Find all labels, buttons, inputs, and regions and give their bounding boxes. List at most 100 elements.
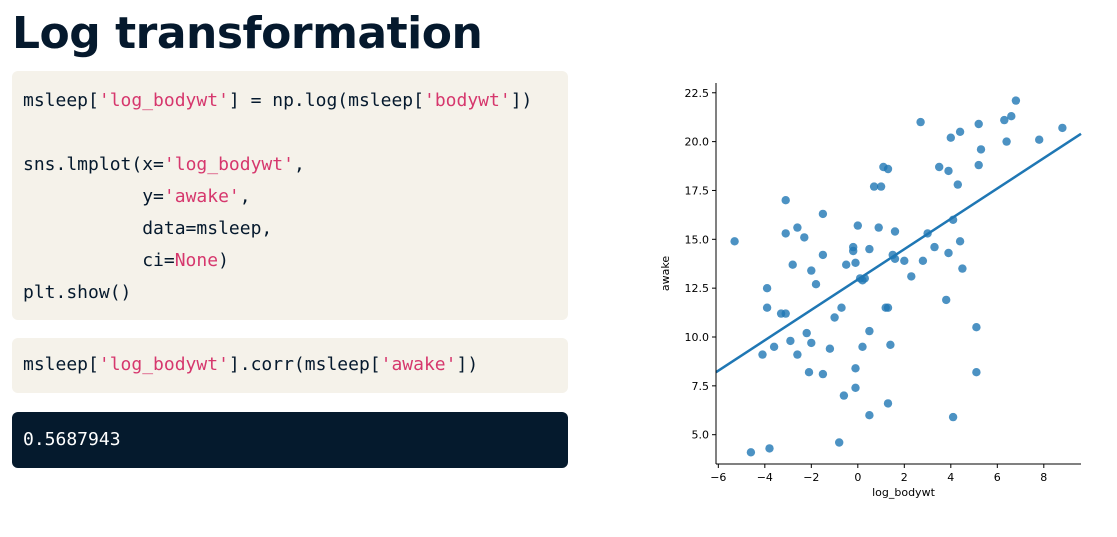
x-tick-label: −2 — [803, 471, 819, 484]
scatter-point — [769, 342, 779, 351]
scatter-point — [883, 399, 893, 408]
scatter-point — [786, 336, 795, 346]
code-line-log-transform: msleep['log_bodywt'] = np.log(msleep['bo… — [23, 89, 532, 113]
code-text: msleep[ — [23, 354, 99, 375]
code-text: sns.lmplot(x= — [23, 154, 164, 175]
x-tick-label: −6 — [710, 471, 726, 484]
code-string: 'log_bodywt' — [98, 90, 229, 111]
x-tick-label: 4 — [947, 471, 954, 484]
y-tick-label: 22.5 — [685, 87, 710, 100]
scatter-point — [953, 180, 962, 189]
scatter-point — [807, 338, 816, 348]
scatter-point — [793, 350, 802, 359]
code-line-y-arg: y='awake', — [23, 185, 250, 209]
code-block-corr: msleep['log_bodywt'].corr(msleep['awake'… — [12, 338, 568, 393]
output-block: 0.5687943 — [12, 412, 568, 468]
x-tick-label: −4 — [757, 471, 773, 484]
code-text: , — [293, 154, 305, 175]
scatter-point — [974, 160, 983, 170]
scatter-point — [765, 444, 774, 453]
code-string: 'log_bodywt' — [98, 354, 229, 375]
code-string: 'log_bodywt' — [163, 154, 294, 175]
scatter-point — [793, 223, 802, 232]
scatter-point — [851, 258, 860, 267]
scatter-point — [1035, 135, 1044, 144]
scatter-point — [930, 242, 939, 252]
scatter-point — [804, 368, 814, 377]
scatter-points — [730, 96, 1067, 457]
scatter-point — [842, 260, 851, 269]
scatter-point — [883, 164, 893, 174]
code-text: ]) — [456, 354, 479, 375]
scatter-point — [976, 145, 986, 154]
code-text: data=msleep, — [23, 218, 273, 239]
scatter-point — [865, 326, 874, 336]
scatter-point — [818, 369, 828, 379]
scatter-point — [818, 250, 828, 260]
scatter-point — [853, 221, 862, 230]
scatter-point — [1007, 112, 1016, 121]
scatter-point — [818, 209, 828, 219]
scatter-point — [825, 344, 835, 353]
scatter-point — [972, 368, 981, 377]
code-line-corr: msleep['log_bodywt'].corr(msleep['awake'… — [23, 353, 478, 377]
scatter-point — [807, 266, 816, 275]
scatter-point — [858, 342, 867, 351]
code-line-show: plt.show() — [23, 281, 131, 305]
scatter-point — [948, 412, 958, 422]
scatter-chart: −6 −4 −2 0 2 4 6 8 5.0 7.5 10.0 12.5 15.0 17.5 20.0 22… — [659, 83, 1082, 499]
scatter-point — [1000, 115, 1009, 125]
y-axis-label: awake — [659, 256, 672, 291]
y-tick-label: 20.0 — [685, 136, 710, 149]
scatter-point — [972, 323, 981, 332]
x-ticks: −6 −4 −2 0 2 4 6 8 — [710, 464, 1047, 484]
code-text: ] = np.log(msleep[ — [228, 90, 424, 111]
code-string: 'bodywt' — [423, 90, 511, 111]
code-text: ]) — [510, 90, 533, 111]
code-line-ci-arg: ci=None) — [23, 249, 229, 273]
scatter-point — [811, 280, 821, 289]
scatter-point — [1058, 123, 1067, 133]
scatter-point — [974, 119, 983, 129]
scatter-point — [942, 295, 951, 305]
scatter-point — [835, 438, 844, 447]
scatter-point — [916, 117, 925, 127]
scatter-point — [788, 260, 797, 269]
scatter-point — [851, 364, 860, 373]
y-tick-label: 7.5 — [692, 380, 710, 393]
scatter-point — [762, 284, 772, 293]
scatter-point — [849, 246, 858, 256]
scatter-point — [869, 182, 879, 191]
regression-line — [715, 132, 1082, 374]
scatter-point — [944, 248, 953, 258]
scatter-point — [1011, 96, 1021, 105]
scatter-point — [865, 244, 874, 254]
output-value: 0.5687943 — [23, 429, 121, 450]
slide-title: Log transformation — [12, 8, 483, 59]
code-keyword-none: None — [174, 250, 219, 271]
code-text: y= — [23, 186, 164, 207]
x-tick-label: 8 — [1040, 471, 1047, 484]
code-string: 'awake' — [163, 186, 240, 207]
scatter-point — [730, 237, 739, 246]
scatter-point — [851, 383, 860, 392]
y-tick-label: 15.0 — [685, 233, 710, 246]
code-text: ].corr(msleep[ — [228, 354, 381, 375]
scatter-point — [944, 166, 953, 176]
code-line-data-arg: data=msleep, — [23, 217, 272, 241]
scatter-point — [865, 411, 874, 420]
scatter-point — [918, 256, 928, 265]
scatter-point — [837, 303, 846, 312]
code-block-lmplot: msleep['log_bodywt'] = np.log(msleep['bo… — [12, 71, 568, 320]
code-text: ) — [218, 250, 229, 271]
scatter-point — [946, 133, 955, 142]
scatter-point — [874, 223, 883, 232]
scatter-point — [781, 309, 790, 318]
scatter-point — [781, 196, 790, 205]
scatter-point — [839, 391, 849, 400]
code-text: msleep[ — [23, 90, 99, 111]
y-tick-label: 12.5 — [685, 282, 710, 295]
scatter-point — [935, 162, 944, 172]
scatter-point — [883, 303, 893, 312]
y-ticks: 5.0 7.5 10.0 12.5 15.0 17.5 20.0 22.5 — [685, 87, 716, 442]
